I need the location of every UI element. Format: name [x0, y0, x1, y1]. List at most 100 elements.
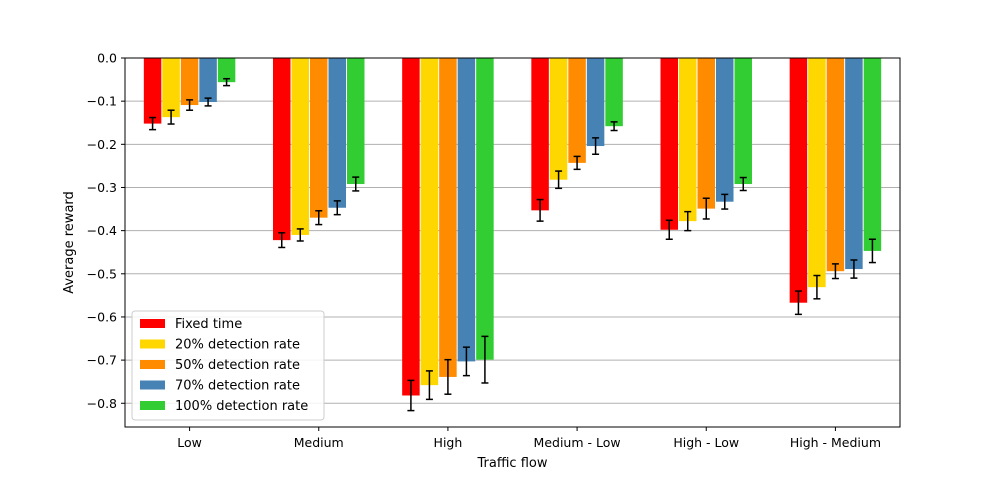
y-tick-label: −0.1 [87, 94, 117, 109]
bar [549, 58, 568, 180]
error-bar [868, 238, 876, 264]
error-bar [850, 259, 858, 279]
y-tick-label: −0.7 [87, 353, 117, 368]
legend-swatch [140, 339, 165, 349]
bar [273, 58, 291, 241]
bar [420, 58, 439, 386]
error-bar [296, 228, 304, 242]
x-axis-ticks: Low Medium High Medium - Low High - Low High … [177, 427, 881, 450]
x-tick-label: Low [177, 435, 202, 450]
legend-box [131, 310, 325, 421]
y-tick-label: 0.0 [97, 51, 117, 66]
y-tick-label: −0.4 [87, 223, 117, 238]
legend-label: 100% detection rate [175, 399, 308, 414]
bar [716, 58, 734, 202]
y-tick-label: −0.3 [87, 180, 117, 195]
error-bar [831, 263, 839, 280]
bar [143, 58, 162, 124]
error-bar [204, 97, 212, 107]
legend-item: 70% detection rate [140, 379, 300, 394]
legend-item: Fixed time [140, 317, 242, 332]
error-bar [444, 358, 452, 395]
error-bar [186, 99, 194, 111]
x-tick-label: High - Low [673, 435, 739, 450]
bar [734, 58, 752, 185]
error-bar [813, 274, 821, 300]
error-bar [278, 232, 286, 249]
x-tick-label: Medium [294, 435, 344, 450]
error-bar [721, 193, 729, 210]
bar [863, 58, 882, 251]
error-bar [315, 210, 323, 226]
legend-swatch [140, 360, 165, 369]
error-bar [481, 335, 489, 384]
legend-item: 50% detection rate [140, 358, 300, 373]
error-bar [167, 109, 175, 125]
bar [679, 58, 697, 222]
bar [310, 58, 328, 218]
error-bar [352, 176, 360, 192]
error-bar [425, 370, 433, 401]
bar [217, 58, 236, 83]
bar [199, 58, 217, 103]
error-bar [555, 170, 563, 190]
legend: Fixed time 20% detection rate 50% detectio… [131, 310, 325, 421]
legend-swatch [140, 380, 165, 390]
y-tick-label: −0.8 [87, 396, 117, 411]
error-bars [149, 77, 876, 412]
error-bar [462, 346, 470, 377]
legend-item: 20% detection rate [140, 338, 300, 353]
bar [697, 58, 715, 209]
error-bar [794, 290, 802, 316]
error-bar [223, 77, 231, 87]
bar [347, 58, 365, 185]
bar [826, 58, 845, 272]
bar [605, 58, 623, 127]
plot-area-frame [124, 57, 901, 428]
bar [660, 58, 678, 230]
error-bar [407, 379, 415, 412]
y-axis-label: Average reward [62, 191, 77, 294]
error-bar [536, 198, 544, 222]
bar [531, 58, 549, 211]
y-tick-label: −0.2 [87, 137, 117, 152]
error-bar [592, 137, 600, 155]
bar [845, 58, 863, 270]
error-bar [149, 116, 157, 131]
legend-label: 50% detection rate [175, 358, 300, 373]
y-tick-label: −0.6 [87, 309, 117, 324]
bar [180, 58, 199, 106]
legend-label: 70% detection rate [175, 379, 300, 394]
bar [402, 58, 420, 396]
legend-label: Fixed time [175, 317, 242, 332]
bar [457, 58, 476, 362]
error-bar [333, 200, 341, 216]
y-tick-label: −0.5 [87, 266, 117, 281]
bar [439, 58, 457, 377]
y-axis-ticks: 0.0 −0.1 −0.2 −0.3 −0.4 −0.5 −0.6 −0.7 −0.8 [87, 51, 125, 411]
error-bar [665, 219, 673, 241]
error-bar [684, 210, 692, 232]
bar [291, 58, 309, 235]
bar [568, 58, 586, 163]
bar [162, 58, 180, 118]
x-tick-label: High [434, 435, 463, 450]
error-bar [573, 155, 581, 171]
legend-swatch [140, 401, 165, 410]
error-bar [610, 121, 618, 132]
legend-item: 100% detection rate [140, 399, 308, 414]
legend-swatch [140, 319, 165, 328]
x-axis-label: Traffic flow [477, 456, 548, 471]
error-bar [739, 176, 747, 192]
x-tick-label: Medium - Low [534, 435, 621, 450]
bar [476, 58, 494, 360]
bar [328, 58, 346, 208]
legend-label: 20% detection rate [175, 338, 300, 353]
legend-items: Fixed time 20% detection rate 50% detectio… [140, 317, 308, 414]
bar-groups [143, 58, 882, 396]
bar [808, 58, 826, 288]
x-tick-label: High - Medium [790, 435, 881, 450]
bar [586, 58, 605, 147]
error-bar [702, 197, 710, 220]
